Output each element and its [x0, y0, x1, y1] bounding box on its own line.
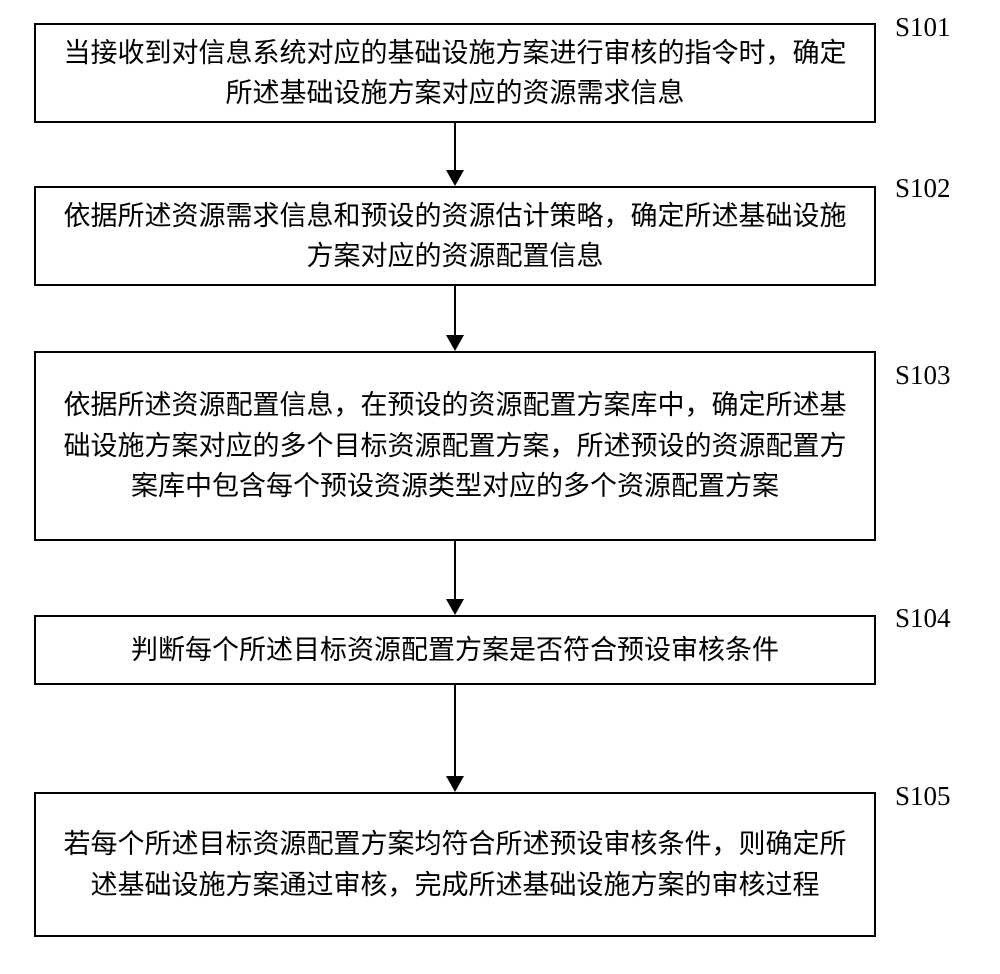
- node-text: 判断每个所述目标资源配置方案是否符合预设审核条件: [131, 630, 779, 671]
- node-text: 依据所述资源需求信息和预设的资源估计策略，确定所述基础设施方案对应的资源配置信息: [56, 196, 854, 277]
- flowchart-node-s104: 判断每个所述目标资源配置方案是否符合预设审核条件: [34, 615, 876, 685]
- flowchart-node-s101: 当接收到对信息系统对应的基础设施方案进行审核的指令时，确定所述基础设施方案对应的…: [34, 23, 876, 123]
- arrow-s103-s104: [454, 541, 456, 599]
- node-label-s103: S103: [895, 360, 951, 391]
- arrow-s102-s103: [454, 286, 456, 335]
- arrow-head-icon: [446, 776, 464, 792]
- node-label-s105: S105: [895, 781, 951, 812]
- arrow-head-icon: [446, 599, 464, 615]
- flowchart-canvas: 当接收到对信息系统对应的基础设施方案进行审核的指令时，确定所述基础设施方案对应的…: [0, 0, 1000, 974]
- arrow-s101-s102: [454, 123, 456, 170]
- node-text: 若每个所述目标资源配置方案均符合所述预设审核条件，则确定所述基础设施方案通过审核…: [56, 824, 854, 905]
- node-label-s102: S102: [895, 173, 951, 204]
- flowchart-node-s105: 若每个所述目标资源配置方案均符合所述预设审核条件，则确定所述基础设施方案通过审核…: [34, 792, 876, 937]
- arrow-head-icon: [446, 170, 464, 186]
- node-label-s104: S104: [895, 603, 951, 634]
- node-label-s101: S101: [895, 12, 951, 43]
- arrow-s104-s105: [454, 685, 456, 776]
- arrow-head-icon: [446, 335, 464, 351]
- node-text: 依据所述资源配置信息，在预设的资源配置方案库中，确定所述基础设施方案对应的多个目…: [56, 385, 854, 507]
- flowchart-node-s102: 依据所述资源需求信息和预设的资源估计策略，确定所述基础设施方案对应的资源配置信息: [34, 186, 876, 286]
- node-text: 当接收到对信息系统对应的基础设施方案进行审核的指令时，确定所述基础设施方案对应的…: [56, 33, 854, 114]
- flowchart-node-s103: 依据所述资源配置信息，在预设的资源配置方案库中，确定所述基础设施方案对应的多个目…: [34, 351, 876, 541]
